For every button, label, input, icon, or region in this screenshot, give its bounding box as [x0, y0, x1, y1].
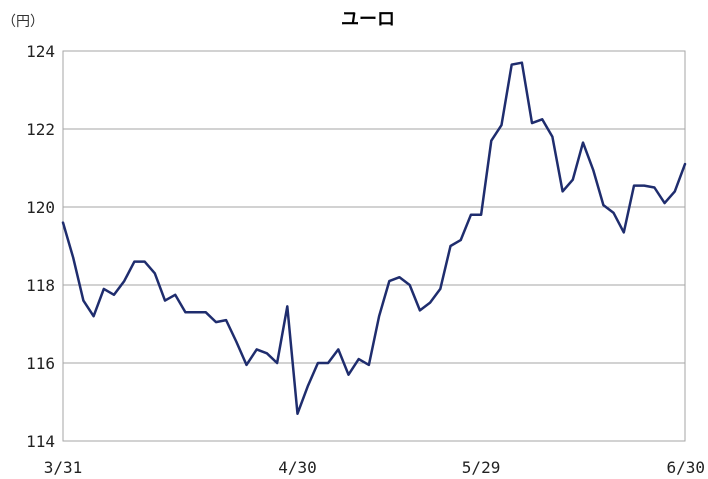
- y-tick-label: 114: [26, 432, 55, 451]
- x-tick-label: 6/30: [666, 458, 705, 477]
- x-tick-label: 5/29: [462, 458, 501, 477]
- y-tick-label: 116: [26, 354, 55, 373]
- series-line: [61, 61, 687, 415]
- y-axis-unit-label: （円）: [2, 14, 44, 30]
- gridlines: [63, 50, 685, 442]
- y-tick-label: 122: [26, 120, 55, 139]
- y-tick-label: 120: [26, 198, 55, 217]
- y-tick-label: 124: [26, 42, 55, 61]
- x-tick-labels: 3/31 4/30 5/29 6/30: [44, 458, 705, 477]
- x-tick-label: 3/31: [44, 458, 83, 477]
- x-tick-label: 4/30: [278, 458, 317, 477]
- chart-title: ユーロ: [341, 9, 395, 30]
- y-tick-label: 118: [26, 276, 55, 295]
- plot-frame: [62, 50, 686, 442]
- series-lines: [61, 61, 687, 415]
- y-tick-labels: 114 116 118 120 122 124: [26, 42, 55, 451]
